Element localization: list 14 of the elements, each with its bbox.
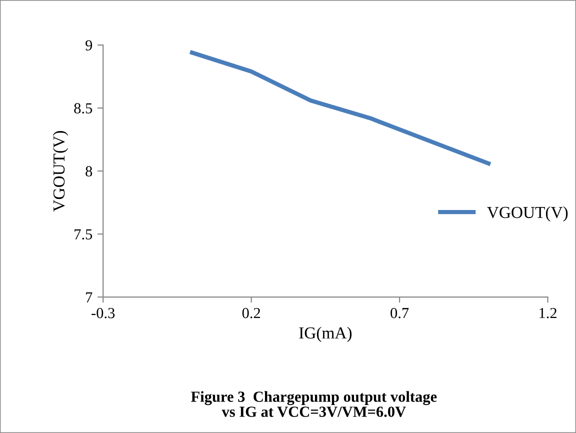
x-tick-label: 0.2	[242, 308, 260, 318]
y-tick-label: 7.5	[74, 229, 92, 240]
y-tick-label: 9	[86, 40, 92, 50]
y-tick-label: 8.5	[74, 103, 92, 114]
y-tick-label: 8	[86, 166, 92, 176]
x-axis-title: IG(mA)	[299, 326, 352, 342]
x-tick-label: -0.3	[92, 308, 115, 318]
x-tick-label: 0.7	[390, 308, 409, 318]
y-tick-label: 7	[86, 292, 92, 302]
y-axis-title: VGOUT(V)	[52, 131, 68, 212]
x-tick-label: 1.2	[540, 308, 556, 318]
line-series	[190, 50, 491, 166]
caption: Figure 3 Chargepump output voltage vs IG at VCC=3V/VM=6.0V	[191, 391, 437, 417]
legend-label: VGOUT(V)	[487, 206, 568, 222]
